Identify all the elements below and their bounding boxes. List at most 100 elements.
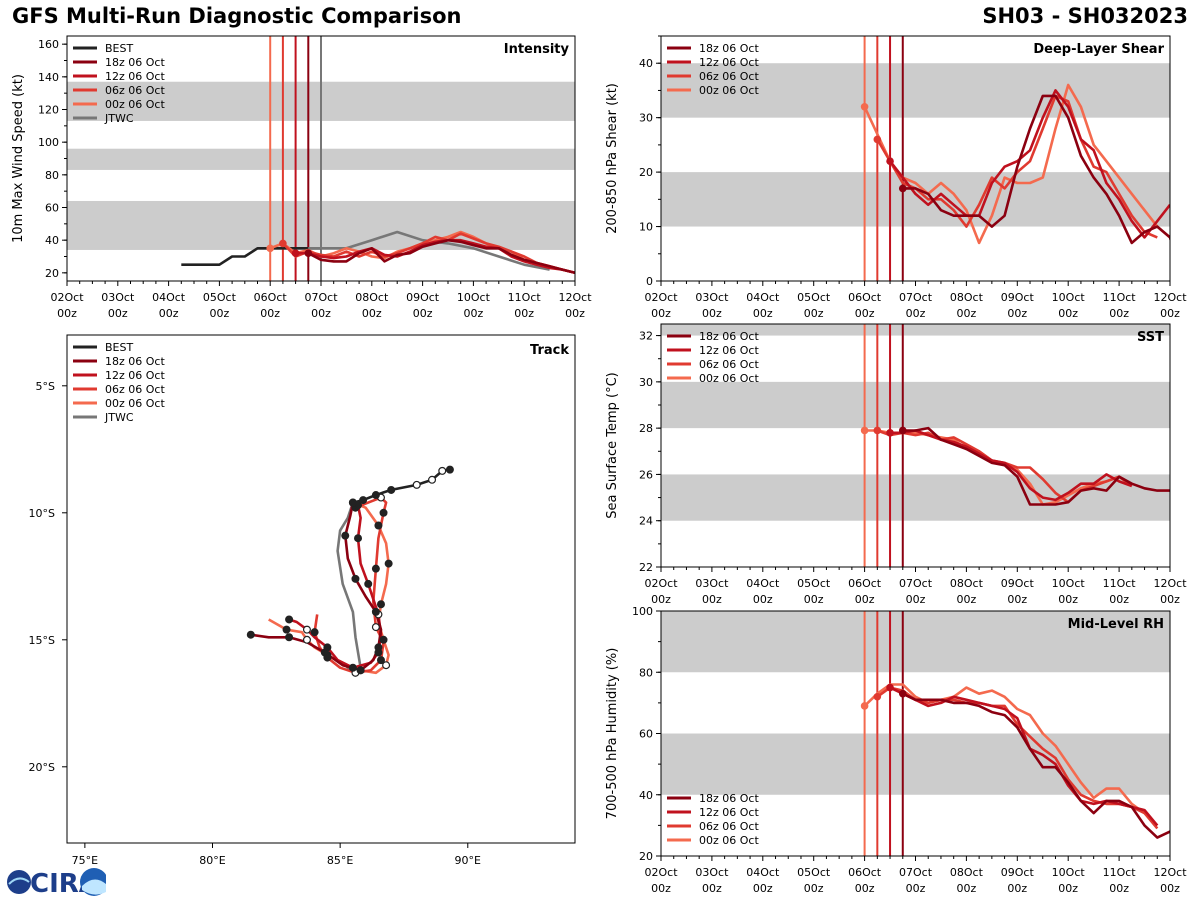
shear-xtick-label: 02Oct [644, 291, 678, 304]
track-point-06z-06-oct [310, 628, 319, 637]
intensity-xtick-label: 09Oct [406, 291, 440, 304]
sst-xtick-label-2: 00z [957, 593, 977, 606]
globe-icon [7, 870, 31, 894]
track-point-best [438, 466, 447, 475]
rh-series-18z-06-oct [902, 692, 1170, 839]
track-point-best [387, 485, 396, 494]
rh-series-12z-06-oct [889, 686, 1159, 827]
shear-xtick-label-2: 00z [753, 307, 773, 320]
track-point-18z-06-oct [320, 648, 329, 657]
rh-xtick-label-2: 00z [906, 882, 926, 895]
intensity-xtick-label-2: 00z [210, 307, 230, 320]
legend-label-best: BEST [105, 42, 133, 55]
shear-xtick-label-2: 00z [651, 307, 671, 320]
rh-ytick-label: 80 [639, 666, 653, 679]
sst-xtick-label-2: 00z [804, 593, 824, 606]
shear-start-dot-00z-06-oct [860, 102, 869, 111]
shear-title: Deep-Layer Shear [1033, 42, 1164, 57]
shear-xtick-label-2: 00z [957, 307, 977, 320]
sst-xtick-label: 06Oct [848, 577, 882, 590]
rh-ylabel: 700-500 hPa Humidity (%) [605, 648, 620, 820]
rh-xtick-label: 05Oct [797, 866, 831, 879]
sst-start-dot-18z-06-oct [898, 426, 907, 435]
track-point-06z-06-oct [379, 508, 388, 517]
track-point-18z-06-oct [246, 630, 255, 639]
shear-start-dot-06z-06-oct [873, 135, 882, 144]
intensity-xtick-label-2: 00z [57, 307, 77, 320]
track-xtick-label: 90°E [455, 854, 481, 867]
intensity-series-06z-06-oct [281, 232, 575, 275]
rh-xtick-label: 08Oct [950, 866, 984, 879]
track-xtick-label: 85°E [327, 854, 353, 867]
legend-label-12z-06-oct: 12z 06 Oct [699, 344, 759, 357]
rh-xtick-label-2: 00z [1007, 882, 1027, 895]
intensity-start-dot-06z-06-oct [279, 239, 287, 248]
sst-xtick-label: 10Oct [1052, 577, 1086, 590]
sst-start-dot-12z-06-oct [886, 428, 894, 437]
legend-label-18z-06-oct: 18z 06 Oct [699, 42, 759, 55]
shear-xtick-label-2: 00z [804, 307, 824, 320]
shear-series-12z-06-oct [888, 89, 1170, 239]
shear-ytick-label: 40 [639, 57, 653, 70]
rh-xtick-label: 04Oct [746, 866, 780, 879]
intensity-series-best [181, 247, 321, 267]
intensity-xtick-label: 11Oct [508, 291, 542, 304]
intensity-xtick-label: 05Oct [203, 291, 237, 304]
intensity-chart: 20 40 60 80 100 120 140 160 02Oct 00z 03Oct 00z 04Oc… [11, 35, 592, 320]
rh-band-0 [661, 733, 1170, 795]
legend-label-06z-06-oct: 06z 06 Oct [105, 383, 165, 396]
rh-start-dot-06z-06-oct [873, 692, 882, 701]
intensity-xtick-label-2: 00z [565, 307, 585, 320]
shear-xtick-label: 08Oct [950, 291, 984, 304]
legend-label-06z-06-oct: 06z 06 Oct [699, 820, 759, 833]
shear-band-0 [661, 172, 1170, 227]
shear-xtick-label: 03Oct [695, 291, 729, 304]
sst-xtick-label: 08Oct [950, 577, 984, 590]
legend-label-00z-06-oct: 00z 06 Oct [105, 98, 165, 111]
shear-xtick-label: 04Oct [746, 291, 780, 304]
sst-start-dot-00z-06-oct [860, 426, 869, 435]
track-point-12z-06-oct [354, 534, 363, 543]
intensity-xtick-label-2: 00z [514, 307, 534, 320]
rh-ytick-label: 100 [632, 605, 653, 618]
rh-xtick-label-2: 00z [1058, 882, 1078, 895]
track-xtick-label: 80°E [199, 854, 225, 867]
rh-plot [661, 611, 1170, 856]
track-point-06z-06-oct [371, 564, 380, 573]
intensity-ytick-label: 140 [38, 71, 59, 84]
sst-band-2 [661, 324, 1170, 336]
intensity-title: Intensity [504, 42, 570, 57]
intensity-ytick-label: 100 [38, 136, 59, 149]
track-point-18z-06-oct [356, 666, 365, 675]
intensity-xtick-label: 06Oct [254, 291, 288, 304]
track-point-best [359, 496, 368, 505]
shear-xtick-label-2: 00z [1007, 307, 1027, 320]
sst-band-1 [661, 381, 1170, 429]
shear-series-00z-06-oct [863, 83, 1170, 245]
intensity-start-dot-18z-06-oct [304, 249, 313, 258]
intensity-start-dot-00z-06-oct [266, 244, 275, 253]
legend-label-18z-06-oct: 18z 06 Oct [699, 330, 759, 343]
rh-series-06z-06-oct [876, 686, 1159, 830]
track-ytick-label: 10°S [29, 507, 55, 520]
shear-ylabel: 200-850 hPa Shear (kt) [605, 83, 620, 234]
rh-chart: 20 40 60 80 100 02Oct 00z 03Oct 00z 04Oct 00z 05Oct… [605, 605, 1187, 895]
rh-xtick-label: 10Oct [1052, 866, 1086, 879]
sst-xtick-label: 05Oct [797, 577, 831, 590]
legend-label-06z-06-oct: 06z 06 Oct [105, 84, 165, 97]
shear-series-06z-06-oct [876, 94, 1158, 239]
rh-xtick-label: 12Oct [1153, 866, 1187, 879]
legend-label-00z-06-oct: 00z 06 Oct [105, 397, 165, 410]
shear-xtick-label: 10Oct [1052, 291, 1086, 304]
shear-start-dot-18z-06-oct [898, 184, 907, 193]
rh-xtick-label: 06Oct [848, 866, 882, 879]
legend-label-12z-06-oct: 12z 06 Oct [105, 70, 165, 83]
track-point-18z-06-oct [374, 643, 383, 652]
sst-ytick-label: 24 [639, 515, 653, 528]
sst-series-18z-06-oct [902, 426, 1170, 506]
sst-xtick-label-2: 00z [651, 593, 671, 606]
shear-xtick-label: 12Oct [1153, 291, 1187, 304]
track-point-00z-06-oct [374, 521, 383, 530]
intensity-xtick-label: 07Oct [304, 291, 338, 304]
intensity-ylabel: 10m Max Wind Speed (kt) [11, 74, 26, 243]
